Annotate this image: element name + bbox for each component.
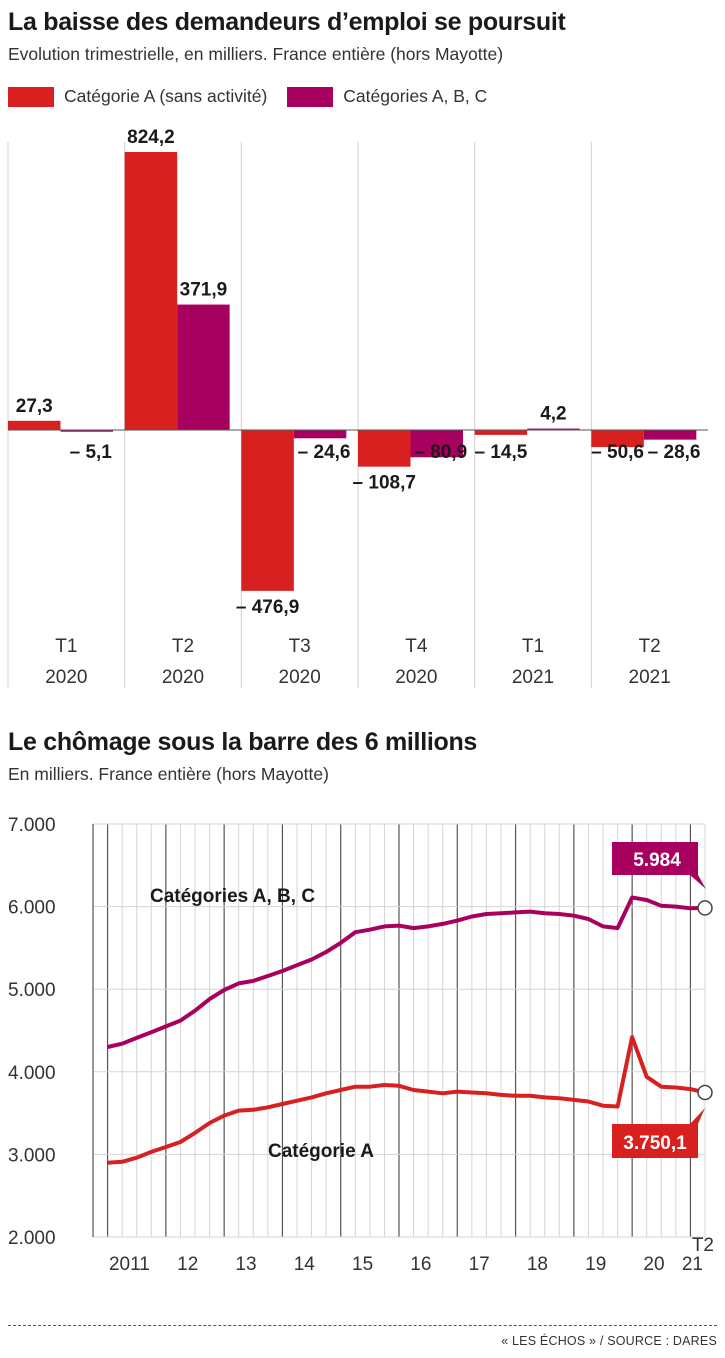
- data-label: – 28,6: [648, 442, 701, 463]
- x-tick-label: 14: [294, 1254, 316, 1275]
- data-label: – 14,5: [475, 442, 528, 463]
- legend-swatch-cat-a: [8, 86, 54, 107]
- legend-label-cat-abc: Catégories A, B, C: [343, 86, 488, 106]
- series-annotation: Catégories A, B, C: [150, 886, 315, 907]
- series-line: [107, 1035, 706, 1165]
- data-label: 371,9: [180, 280, 228, 301]
- bar: [60, 430, 113, 432]
- category-year-label: 2020: [162, 667, 204, 688]
- data-label: 27,3: [16, 396, 53, 417]
- y-tick-label: 4.000: [8, 1063, 56, 1084]
- y-tick-label: 2.000: [8, 1228, 56, 1249]
- data-label: – 50,6: [591, 442, 644, 463]
- legend-label-cat-a: Catégorie A (sans activité): [64, 86, 268, 106]
- bar: [124, 152, 178, 430]
- category-quarter-label: T2: [172, 636, 194, 657]
- category-year-label: 2021: [629, 667, 671, 688]
- bar: [410, 430, 463, 458]
- end-label: 3.750,1: [623, 1133, 687, 1154]
- series-line: [107, 895, 706, 1049]
- bar-chart: 27,3 824,2 – 476,9 – 108,7 – 14,5 – 50,6 – 5,1…: [7, 127, 708, 688]
- category-quarter-label: T3: [289, 636, 311, 657]
- category-quarter-label: T1: [522, 636, 544, 657]
- x-tick-label: 12: [177, 1254, 198, 1275]
- x-tick-label: 20: [643, 1254, 664, 1275]
- bar: [527, 428, 580, 431]
- x-last-quarter-label: T2: [692, 1235, 714, 1256]
- chart1-title: La baisse des demandeurs d’emploi se pou…: [8, 8, 566, 36]
- data-label: – 108,7: [353, 473, 416, 494]
- line-chart: 2.000 3.000 4.000 5.000 6.000 7.000 2011 12 13 14…: [8, 815, 714, 1275]
- category-year-label: 2020: [395, 667, 437, 688]
- series-annotation: Catégorie A: [268, 1141, 374, 1162]
- category-quarter-label: T2: [639, 636, 661, 657]
- end-label: 5.984: [633, 850, 681, 871]
- data-label: 824,2: [127, 127, 175, 148]
- end-marker: [697, 1084, 713, 1101]
- x-tick-label: 18: [527, 1254, 548, 1275]
- end-marker: [697, 900, 713, 916]
- chart1-legend: Catégorie A (sans activité) Catégories A…: [8, 86, 507, 107]
- category-year-label: 2020: [45, 667, 87, 688]
- category-year-label: 2020: [279, 667, 321, 688]
- x-tick-label: 2011: [109, 1254, 150, 1275]
- y-tick-label: 5.000: [8, 980, 56, 1001]
- bar: [177, 304, 230, 430]
- category-year-label: 2021: [512, 667, 554, 688]
- x-tick-label: 19: [585, 1254, 606, 1275]
- bar: [8, 420, 61, 430]
- chart2-title: Le chômage sous la barre des 6 millions: [8, 728, 478, 756]
- data-label: – 80,9: [414, 442, 467, 463]
- bar: [293, 430, 347, 439]
- legend-swatch-cat-abc: [287, 86, 334, 107]
- bar: [591, 430, 644, 448]
- legend-item-cat-a: Catégorie A (sans activité): [8, 86, 267, 107]
- end-label-box: [612, 1108, 705, 1158]
- y-tick-label: 3.000: [8, 1145, 56, 1166]
- end-label-box: [612, 842, 706, 889]
- data-label: – 476,9: [236, 597, 299, 618]
- footer-divider: [8, 1325, 717, 1326]
- bar: [474, 430, 528, 435]
- bar: [643, 430, 697, 440]
- x-tick-label: 21: [682, 1254, 703, 1275]
- source-credit: « LES ÉCHOS » / SOURCE : DARES: [501, 1334, 717, 1348]
- category-quarter-label: T4: [405, 636, 428, 657]
- bar: [358, 430, 411, 467]
- x-tick-label: 13: [235, 1254, 256, 1275]
- x-tick-label: 17: [469, 1254, 490, 1275]
- chart2-subtitle: En milliers. France entière (hors Mayott…: [8, 764, 329, 784]
- y-tick-label: 7.000: [8, 815, 56, 836]
- data-label: – 5,1: [70, 442, 113, 463]
- legend-item-cat-abc: Catégories A, B, C: [287, 86, 487, 107]
- bar: [241, 430, 294, 591]
- data-label: – 24,6: [298, 442, 351, 463]
- y-tick-label: 6.000: [8, 898, 56, 919]
- chart1-subtitle: Evolution trimestrielle, en milliers. Fr…: [8, 44, 504, 64]
- category-quarter-label: T1: [55, 636, 77, 657]
- x-tick-label: 16: [410, 1254, 431, 1275]
- data-label: 4,2: [540, 404, 566, 425]
- x-tick-label: 15: [352, 1254, 373, 1275]
